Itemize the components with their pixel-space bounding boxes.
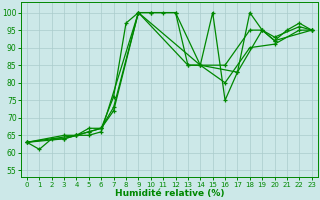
- X-axis label: Humidité relative (%): Humidité relative (%): [115, 189, 224, 198]
